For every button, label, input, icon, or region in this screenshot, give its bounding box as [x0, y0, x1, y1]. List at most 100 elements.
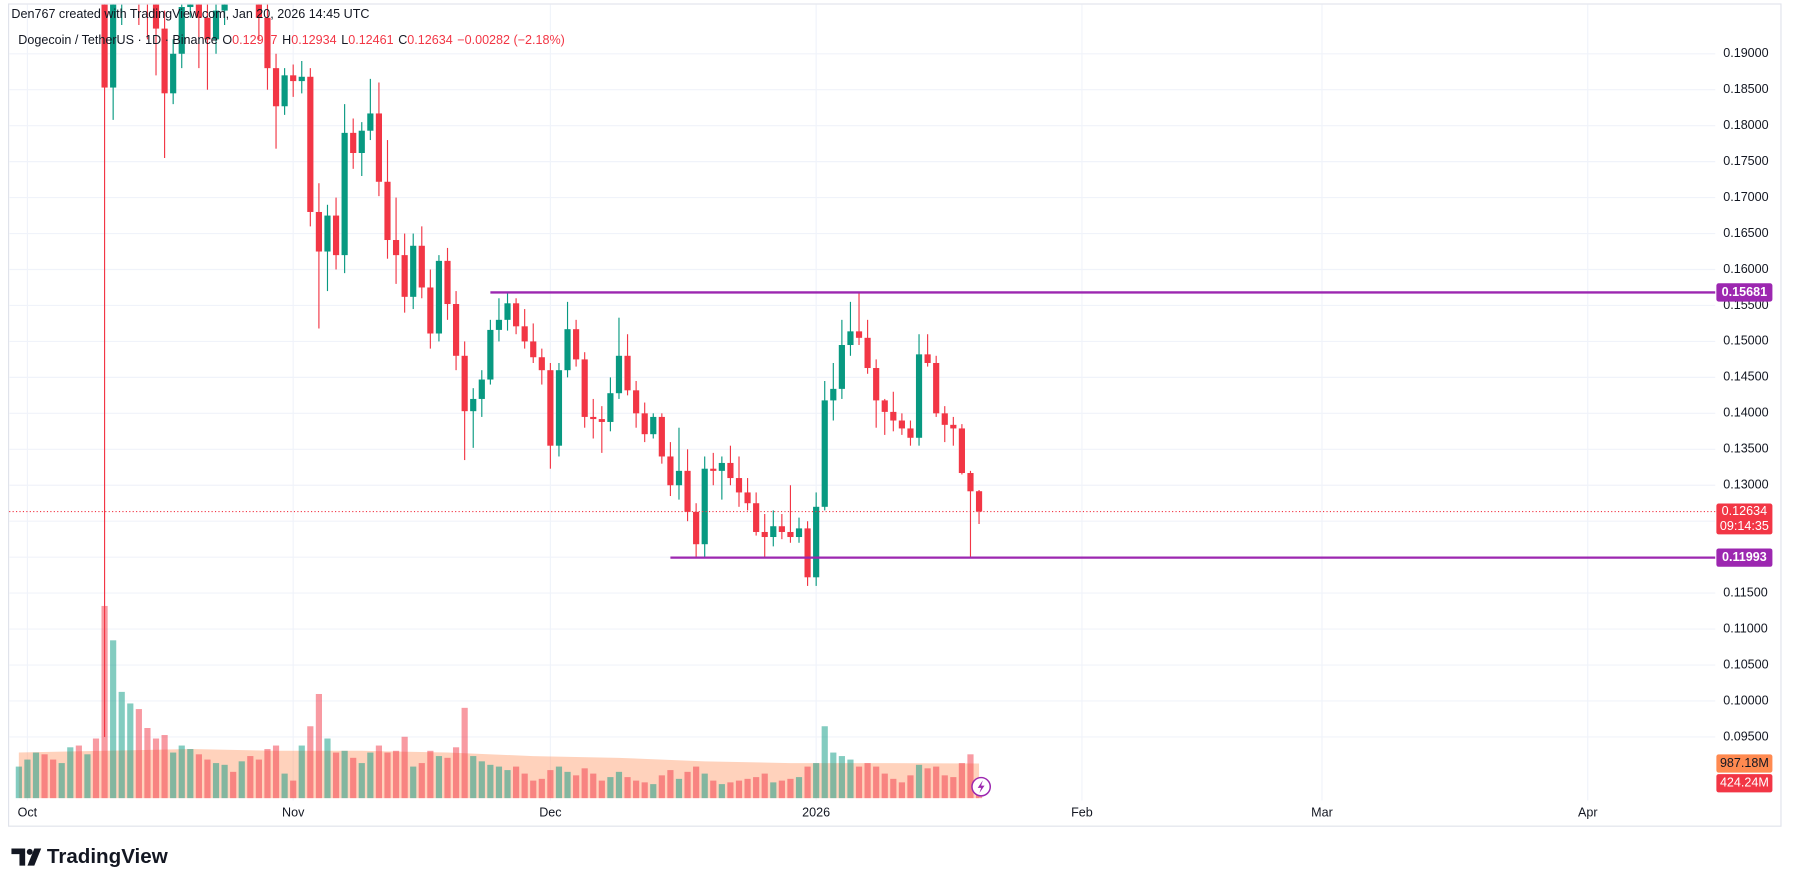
volume-bar: [470, 756, 477, 799]
volume-bar: [92, 738, 100, 799]
candle-body: [830, 388, 837, 401]
candle-body: [392, 240, 400, 256]
volume-bar: [898, 782, 905, 799]
last-price-label: 0.12634: [1722, 504, 1767, 518]
candle-body: [898, 420, 905, 429]
y-tick-label: 0.15000: [1723, 334, 1768, 348]
ohlc-value: 0.12634: [407, 33, 452, 47]
candle-body: [658, 416, 665, 457]
volume-bar: [933, 766, 940, 799]
level-label-bg: [1716, 548, 1773, 567]
volume-bar: [324, 738, 331, 799]
candle-body: [761, 531, 768, 538]
y-tick-label: 0.17000: [1723, 190, 1768, 204]
volume-bar: [821, 726, 828, 799]
volume-bar: [264, 749, 271, 799]
chart-frame: [8, 3, 1782, 827]
candle-body: [204, 17, 211, 40]
volume-bar: [204, 759, 211, 799]
candle-body: [787, 531, 794, 538]
volume-bar: [727, 782, 734, 799]
y-tick-label: 0.18500: [1723, 82, 1768, 96]
volume-bar: [573, 775, 580, 799]
candle-body: [272, 68, 280, 107]
volume-bar: [873, 766, 880, 799]
candle-body: [735, 478, 743, 493]
candle-body: [950, 424, 957, 429]
candle-body: [684, 470, 691, 512]
volume-bar: [641, 782, 648, 799]
candle-body: [770, 526, 777, 538]
volume-bar: [238, 761, 245, 799]
volume-bar: [941, 775, 948, 799]
candle-body: [255, 4, 262, 18]
volume-bar: [401, 736, 408, 799]
change: −0.00282 (−2.18%): [457, 33, 565, 47]
x-tick-label: Feb: [1071, 805, 1093, 819]
candle-body: [933, 362, 940, 414]
volume-bar: [427, 750, 434, 799]
volume-bar: [907, 775, 914, 799]
volume-bar: [315, 693, 322, 799]
volume-bar: [915, 764, 923, 799]
volume-bar: [461, 707, 468, 799]
y-tick-label: 0.13500: [1723, 442, 1768, 456]
axes: 0.095000.100000.105000.110000.115000.120…: [18, 46, 1773, 819]
volume-bar: [375, 745, 383, 799]
candle-body: [573, 329, 580, 360]
y-tick-label: 0.16000: [1723, 262, 1768, 276]
y-tick-label: 0.09500: [1723, 729, 1768, 743]
candle-body: [307, 76, 314, 212]
volume-bar: [127, 703, 134, 799]
candle-body: [693, 511, 700, 545]
candle-body: [864, 337, 871, 369]
alert-bolt[interactable]: [977, 780, 985, 794]
candle-body: [607, 393, 614, 422]
volume-bar: [392, 750, 400, 799]
y-tick-label: 0.11000: [1723, 621, 1767, 635]
volume-bar: [41, 754, 48, 799]
candle-body: [444, 260, 451, 305]
candle-body: [804, 528, 811, 578]
footer-brand: TradingView: [47, 845, 169, 868]
logo-dot: [26, 848, 33, 855]
candle-body: [598, 419, 605, 422]
candle-body: [701, 468, 708, 545]
volume-bar: [813, 763, 820, 799]
volume-bar: [778, 780, 785, 799]
y-tick-label: 0.16500: [1723, 226, 1768, 240]
candle-body: [298, 76, 305, 82]
x-tick-label: Mar: [1311, 805, 1333, 819]
candle-body: [504, 303, 511, 320]
volume-bar: [744, 778, 751, 799]
ohlc-value: 0.12461: [348, 33, 393, 47]
alert-icon[interactable]: [971, 776, 992, 797]
overlay: [9, 291, 1716, 559]
volume-bar: [32, 752, 40, 799]
volume-bar: [504, 770, 511, 799]
candle-body: [195, 4, 202, 18]
volume-bar: [358, 763, 365, 799]
candle-body: [521, 326, 528, 342]
y-tick-label: 0.19000: [1723, 46, 1768, 60]
volume-bar: [847, 759, 854, 799]
candle-body: [452, 304, 460, 356]
volume-bar: [710, 780, 717, 799]
volume-bar: [195, 754, 202, 799]
volume-bar: [495, 766, 503, 799]
volume-bar: [958, 763, 965, 799]
volume-bar: [135, 709, 142, 799]
candle-body: [958, 428, 965, 474]
candle-body: [727, 462, 734, 479]
candle-body: [478, 379, 485, 399]
x-tick-label: 2026: [802, 805, 830, 819]
volume-bar: [684, 771, 691, 799]
candle-body: [495, 319, 503, 330]
volume-bar: [881, 773, 888, 799]
volume-bar: [350, 757, 357, 799]
ohlc-value: 0.12917: [232, 33, 277, 47]
countdown: 09:14:35: [1720, 519, 1769, 533]
volume-bar: [590, 773, 597, 799]
legend: Dogecoin / TetherUS · 1D · Binance O0.129…: [18, 33, 565, 47]
